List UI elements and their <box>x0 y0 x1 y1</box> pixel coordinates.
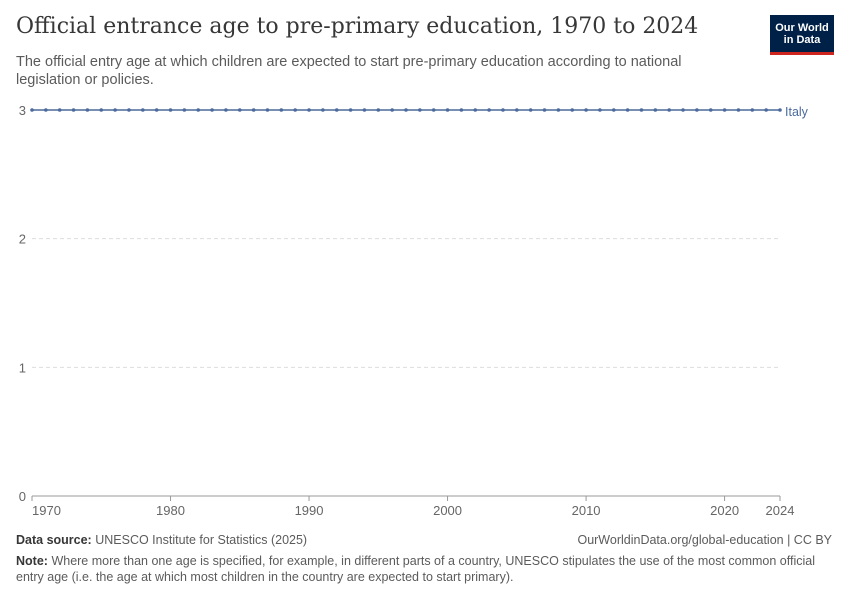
x-tick-label: 2020 <box>710 503 739 518</box>
data-point <box>515 108 519 112</box>
data-point <box>196 108 201 112</box>
data-point <box>265 108 270 112</box>
data-point <box>598 108 602 112</box>
data-point <box>85 108 90 112</box>
data-point <box>376 108 381 112</box>
data-point <box>570 108 575 112</box>
data-point <box>141 108 145 112</box>
data-point <box>667 108 671 112</box>
data-point <box>625 108 630 112</box>
data-point <box>639 108 644 112</box>
data-point <box>168 108 173 112</box>
y-tick-label: 1 <box>19 360 26 375</box>
data-point <box>334 108 339 112</box>
data-point <box>237 108 242 112</box>
data-point <box>722 108 727 112</box>
data-point <box>736 108 741 112</box>
data-point <box>487 108 491 112</box>
data-point <box>778 108 782 112</box>
data-point <box>681 108 685 112</box>
data-point <box>113 108 117 112</box>
data-source: Data source: UNESCO Institute for Statis… <box>16 533 307 547</box>
data-point <box>71 108 76 112</box>
data-point <box>695 108 699 112</box>
data-point <box>501 108 505 112</box>
x-tick-label: 2024 <box>766 503 795 518</box>
y-tick-label: 3 <box>19 103 26 118</box>
data-point <box>127 108 131 112</box>
data-point <box>251 108 256 112</box>
x-tick-label: 2010 <box>572 503 601 518</box>
data-point <box>154 108 159 112</box>
data-point <box>473 108 478 112</box>
data-point <box>390 108 394 112</box>
data-point <box>611 108 616 112</box>
x-tick-label: 1990 <box>295 503 324 518</box>
data-point <box>182 108 187 112</box>
data-point <box>584 108 588 112</box>
series-label: Italy <box>785 105 809 119</box>
x-tick-label: 2000 <box>433 503 462 518</box>
chart-note: Note: Where more than one age is specifi… <box>16 553 816 585</box>
data-point <box>224 108 228 112</box>
data-point <box>542 108 547 112</box>
data-point <box>750 108 755 112</box>
data-point <box>44 108 48 112</box>
y-tick-label: 0 <box>19 489 26 504</box>
data-point <box>556 108 561 112</box>
data-point <box>362 108 367 112</box>
data-point <box>307 108 311 112</box>
data-point <box>445 108 450 112</box>
data-point <box>459 108 464 112</box>
y-tick-label: 2 <box>19 232 26 247</box>
data-point <box>528 108 533 112</box>
data-point <box>57 108 62 112</box>
data-point <box>653 108 658 112</box>
data-point <box>348 108 353 112</box>
chart-subtitle: The official entry age at which children… <box>16 54 682 88</box>
x-tick-label: 1980 <box>156 503 185 518</box>
data-point <box>321 108 325 112</box>
data-point <box>30 108 34 112</box>
data-point <box>404 108 408 112</box>
logo-text: Our World in Data <box>775 21 829 46</box>
source-label: Data source: <box>16 533 92 547</box>
data-point <box>99 108 104 112</box>
data-point <box>279 108 284 112</box>
source-text[interactable]: UNESCO Institute for Statistics (2025) <box>95 533 308 547</box>
owid-logo[interactable]: Our World in Data <box>770 15 834 55</box>
source-url[interactable]: OurWorldinData.org/global-education | CC… <box>577 533 832 547</box>
note-text: Where more than one age is specified, fo… <box>16 554 816 584</box>
chart-title: Official entrance age to pre-primary edu… <box>16 14 699 39</box>
data-point <box>210 108 214 112</box>
data-point <box>293 108 297 112</box>
data-point <box>764 108 768 112</box>
note-label: Note: <box>16 554 48 568</box>
x-tick-label: 1970 <box>32 503 61 518</box>
data-point <box>708 108 713 112</box>
data-point <box>431 108 436 112</box>
data-point <box>418 108 422 112</box>
